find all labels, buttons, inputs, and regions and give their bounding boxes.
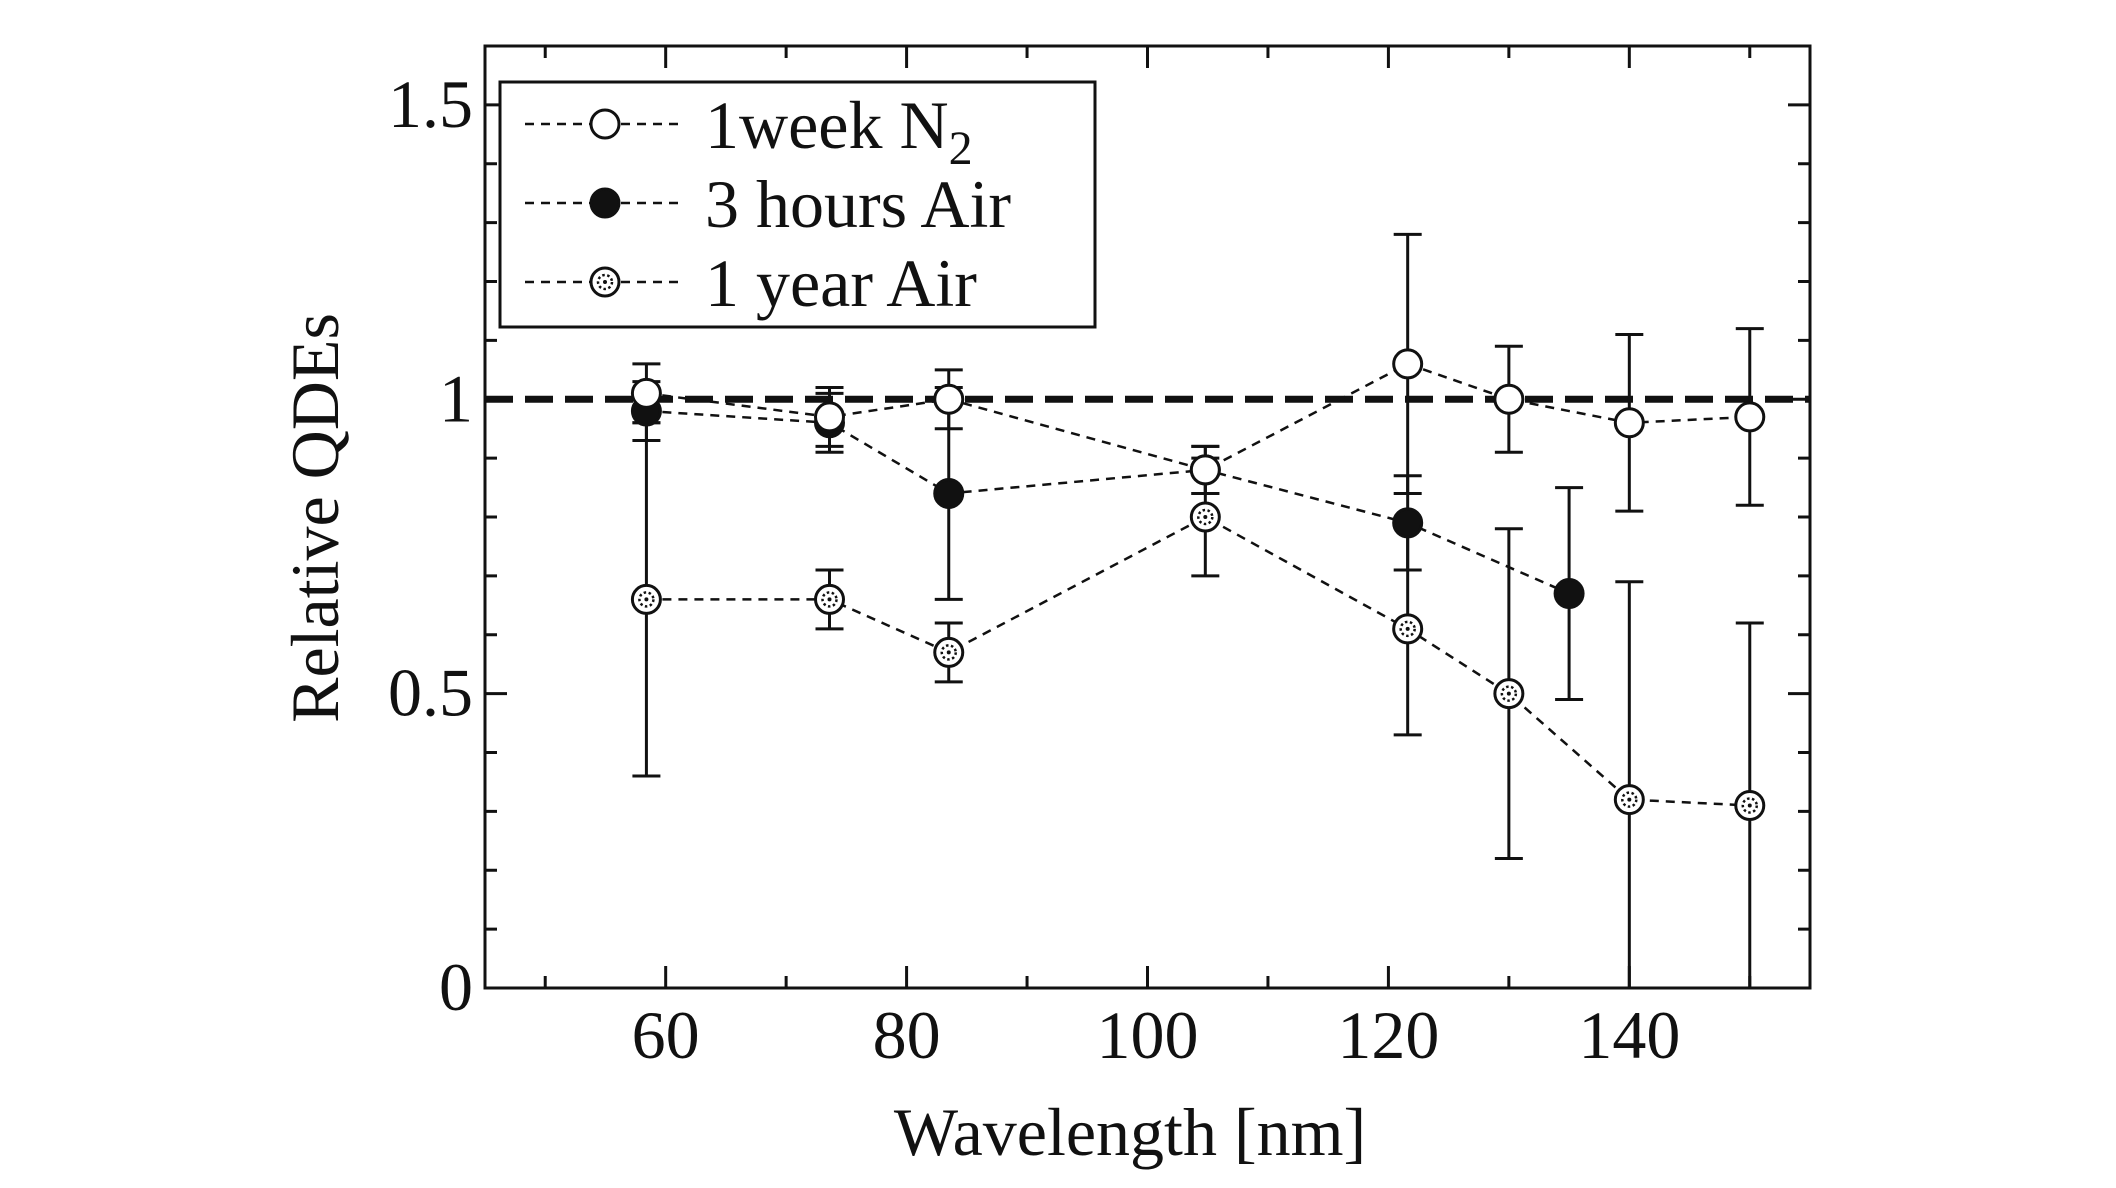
- filled-circle-marker: [933, 477, 965, 509]
- data-point: [630, 377, 662, 409]
- dotted-circle-center: [1627, 797, 1632, 802]
- data-point: [630, 583, 662, 615]
- x-tick-label: 80: [873, 997, 941, 1073]
- data-point: [1734, 401, 1766, 433]
- legend-marker: [589, 266, 621, 298]
- x-tick-label: 60: [632, 997, 700, 1073]
- legend-subscript: 2: [949, 122, 973, 175]
- data-point: [1553, 578, 1585, 610]
- series-line-1-year-air: [646, 515, 1750, 807]
- filled-circle-marker: [1392, 507, 1424, 539]
- data-point: [1613, 784, 1645, 816]
- dotted-circle-inner: [1741, 797, 1759, 814]
- data-marks: [485, 232, 1810, 990]
- open-circle-marker: [1392, 348, 1424, 380]
- legend-marker: [589, 108, 621, 140]
- dotted-circle-center: [1506, 691, 1511, 696]
- y-tick-label: 1: [439, 360, 473, 436]
- filled-circle-marker: [1553, 578, 1585, 610]
- data-point: [1613, 407, 1645, 439]
- data-point: [1493, 383, 1525, 415]
- dotted-circle-center: [1203, 515, 1208, 519]
- data-point: [933, 636, 965, 668]
- dotted-circle-center: [603, 280, 607, 284]
- x-tick-label: 120: [1337, 997, 1439, 1073]
- dotted-circle-inner: [1197, 508, 1214, 526]
- x-tick-label: 140: [1578, 997, 1680, 1073]
- dotted-circle-inner: [1399, 620, 1416, 638]
- data-point: [1493, 678, 1525, 710]
- dotted-circle-center: [1747, 803, 1752, 808]
- data-point: [1189, 501, 1221, 533]
- y-tick-label: 1.5: [388, 66, 473, 142]
- legend-label: 1week N2: [705, 87, 973, 175]
- open-circle-marker: [589, 108, 621, 140]
- data-point: [1392, 613, 1424, 645]
- data-point: [933, 477, 965, 509]
- open-circle-marker: [1734, 401, 1766, 433]
- x-axis-label: Wavelength [nm]: [894, 1094, 1366, 1170]
- series-line-1week-n2: [646, 362, 1750, 472]
- data-point: [1734, 789, 1766, 821]
- data-point: [814, 401, 845, 433]
- dotted-circle-center: [1405, 626, 1410, 631]
- legend-label: 3 hours Air: [705, 166, 1011, 242]
- open-circle-marker: [1613, 407, 1645, 439]
- data-point: [1392, 348, 1424, 380]
- open-circle-marker: [1493, 383, 1525, 415]
- data-point: [1392, 507, 1424, 539]
- x-tick-label: 100: [1097, 997, 1199, 1073]
- y-tick-label: 0.5: [388, 655, 473, 731]
- data-point: [933, 383, 965, 415]
- filled-circle-marker: [589, 187, 621, 219]
- dotted-circle-center: [644, 597, 649, 602]
- dotted-circle-center: [827, 597, 832, 602]
- legend-marker: [589, 187, 621, 219]
- axes: 60 80 100 120 140 0 0.5 1 1.5: [388, 46, 1810, 1073]
- open-circle-marker: [630, 377, 662, 409]
- y-axis-label: Relative QDEs: [277, 313, 353, 723]
- dotted-circle-center: [946, 650, 951, 655]
- dotted-circle-inner: [1621, 791, 1638, 808]
- data-point: [1189, 454, 1221, 486]
- open-circle-marker: [933, 383, 965, 415]
- dotted-circle-inner: [821, 591, 838, 608]
- dotted-circle-inner: [1500, 685, 1518, 702]
- open-circle-marker: [1189, 454, 1221, 486]
- dotted-circle-inner: [596, 273, 614, 291]
- y-tick-label: 0: [439, 949, 473, 1025]
- series-line-3-hours-air: [646, 409, 1570, 595]
- data-point: [814, 583, 845, 615]
- dotted-circle-inner: [638, 591, 655, 608]
- dotted-circle-inner: [940, 644, 957, 661]
- open-circle-marker: [814, 401, 845, 433]
- legend-label: 1 year Air: [705, 245, 977, 321]
